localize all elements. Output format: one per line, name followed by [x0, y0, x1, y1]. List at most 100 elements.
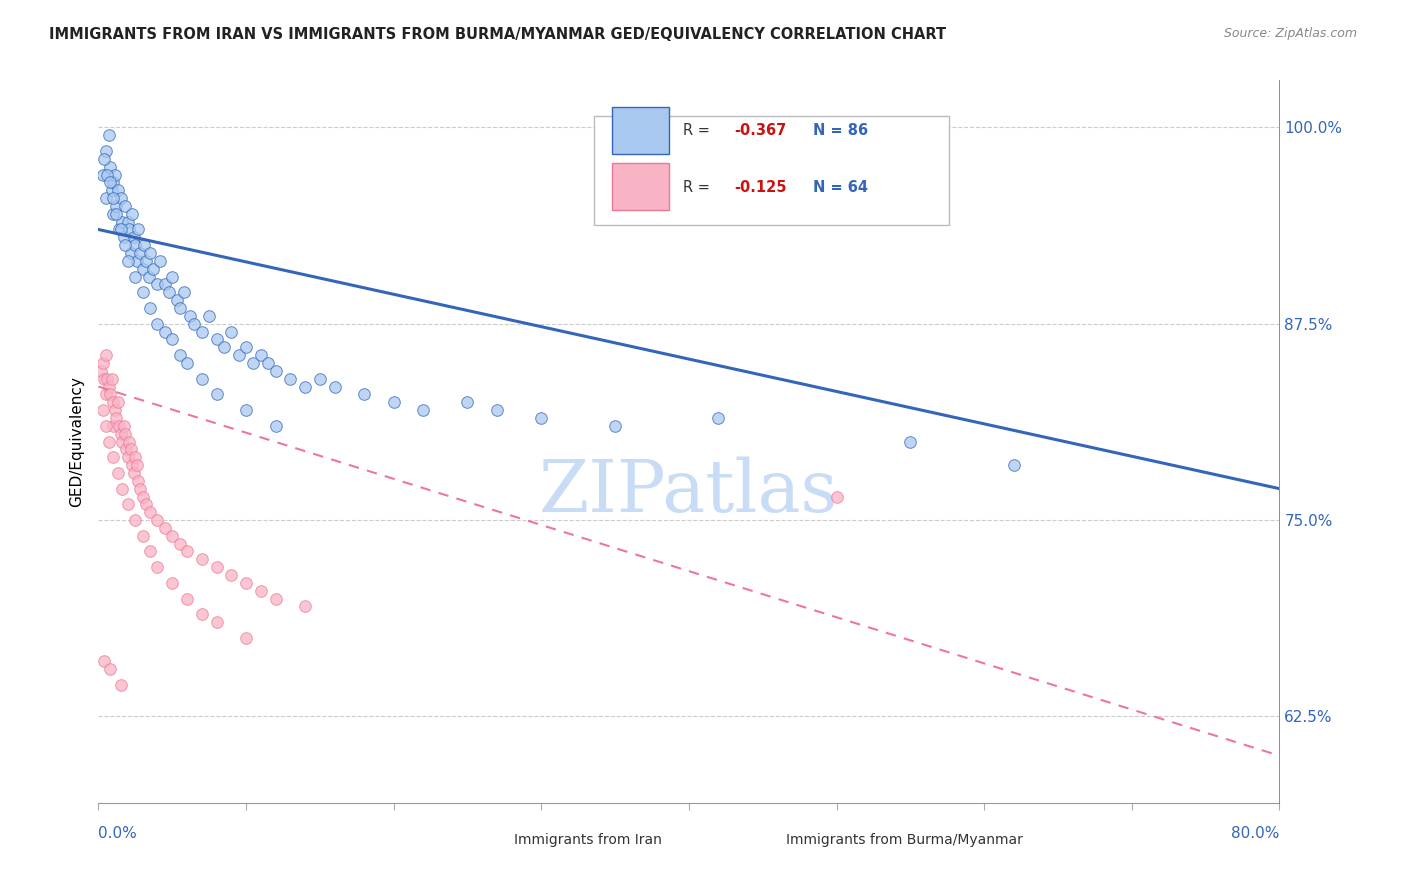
Point — [235, 631, 257, 645]
Point — [235, 575, 257, 590]
Point — [110, 191, 132, 205]
Point — [153, 325, 176, 339]
Point — [97, 434, 120, 449]
Point — [103, 207, 125, 221]
Point — [530, 411, 553, 425]
Text: Source: ZipAtlas.com: Source: ZipAtlas.com — [1223, 27, 1357, 40]
Point — [221, 568, 243, 582]
Point — [191, 372, 214, 386]
Point — [97, 379, 120, 393]
Point — [294, 599, 316, 614]
Point — [100, 372, 122, 386]
Point — [91, 403, 114, 417]
Point — [98, 160, 121, 174]
Point — [162, 269, 183, 284]
Point — [146, 513, 169, 527]
Text: 80.0%: 80.0% — [1232, 826, 1279, 841]
Point — [264, 591, 287, 606]
Point — [146, 317, 169, 331]
Text: R =: R = — [683, 179, 714, 194]
Point — [121, 458, 143, 472]
Point — [94, 191, 117, 205]
Point — [149, 254, 172, 268]
Point — [135, 497, 157, 511]
Point — [110, 678, 132, 692]
Point — [191, 607, 214, 622]
Point — [111, 434, 134, 449]
Text: Immigrants from Iran: Immigrants from Iran — [515, 832, 662, 847]
Point — [93, 152, 115, 166]
Point — [191, 325, 214, 339]
Point — [294, 379, 316, 393]
Point — [176, 544, 198, 558]
Text: N = 64: N = 64 — [813, 179, 868, 194]
Text: Immigrants from Burma/Myanmar: Immigrants from Burma/Myanmar — [786, 832, 1022, 847]
Point — [176, 356, 198, 370]
Point — [166, 293, 188, 308]
Point — [205, 333, 228, 347]
Point — [135, 254, 157, 268]
Point — [93, 372, 115, 386]
Point — [169, 348, 191, 362]
Point — [138, 269, 160, 284]
Point — [221, 325, 243, 339]
Point — [125, 254, 148, 268]
FancyBboxPatch shape — [612, 107, 669, 154]
Point — [103, 175, 125, 189]
Point — [257, 356, 280, 370]
Point — [98, 662, 121, 676]
Point — [96, 168, 118, 182]
Point — [250, 583, 273, 598]
Point — [235, 340, 257, 354]
Point — [98, 387, 121, 401]
Point — [103, 191, 125, 205]
Point — [117, 497, 139, 511]
Point — [205, 560, 228, 574]
Point — [132, 285, 155, 300]
Point — [107, 466, 129, 480]
Point — [105, 207, 128, 221]
Point — [153, 277, 176, 292]
Text: R =: R = — [683, 123, 714, 138]
FancyBboxPatch shape — [730, 826, 775, 854]
Point — [100, 183, 122, 197]
Point — [118, 434, 141, 449]
Point — [94, 387, 117, 401]
Point — [124, 269, 146, 284]
Point — [127, 474, 149, 488]
Point — [118, 222, 141, 236]
Point — [212, 340, 235, 354]
Y-axis label: GED/Equivalency: GED/Equivalency — [69, 376, 84, 507]
Point — [94, 418, 117, 433]
Text: IMMIGRANTS FROM IRAN VS IMMIGRANTS FROM BURMA/MYANMAR GED/EQUIVALENCY CORRELATIO: IMMIGRANTS FROM IRAN VS IMMIGRANTS FROM … — [49, 27, 946, 42]
Point — [122, 230, 145, 244]
Point — [264, 418, 287, 433]
Point — [91, 168, 114, 182]
Point — [91, 356, 114, 370]
Point — [176, 591, 198, 606]
Point — [96, 372, 118, 386]
Point — [353, 387, 375, 401]
Point — [309, 372, 332, 386]
Point — [132, 261, 155, 276]
Point — [115, 442, 138, 457]
Text: N = 86: N = 86 — [813, 123, 868, 138]
Point — [94, 348, 117, 362]
Text: 0.0%: 0.0% — [98, 826, 138, 841]
Point — [157, 285, 180, 300]
Point — [162, 333, 183, 347]
Point — [107, 183, 129, 197]
Point — [169, 536, 191, 550]
Point — [1002, 458, 1025, 472]
Point — [108, 222, 131, 236]
Point — [280, 372, 302, 386]
Point — [128, 482, 150, 496]
FancyBboxPatch shape — [595, 116, 949, 225]
Point — [104, 168, 127, 182]
Point — [205, 615, 228, 630]
Point — [114, 426, 136, 441]
Point — [264, 364, 287, 378]
Point — [128, 246, 150, 260]
Point — [93, 655, 115, 669]
Point — [120, 442, 142, 457]
